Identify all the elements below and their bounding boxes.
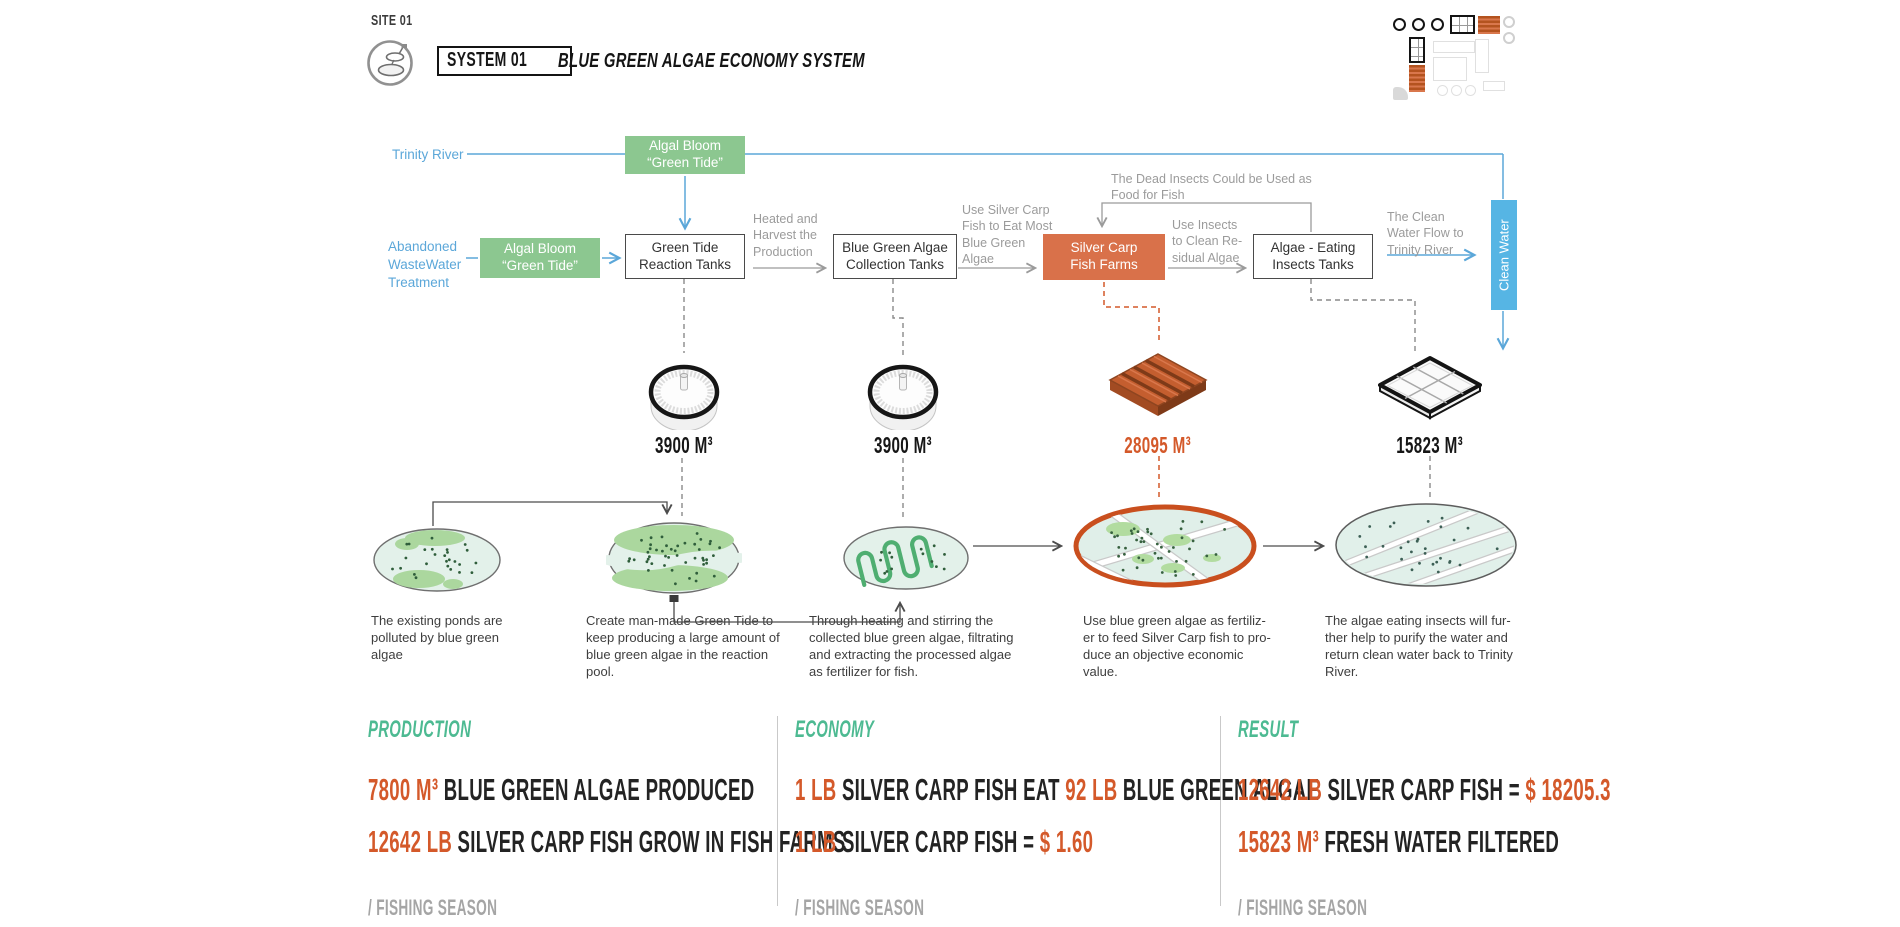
collection-tank-icon (867, 364, 939, 430)
plan-faint-block (1483, 81, 1505, 91)
reaction-tank-icon (648, 364, 720, 430)
fish-farm-crate-icon (1108, 353, 1208, 416)
stat-segment: 12642 LB (368, 824, 458, 859)
plan-faint-block (1433, 41, 1475, 53)
site-label: SITE 01 (371, 12, 429, 29)
stat-segment: 7800 M³ (368, 772, 444, 807)
algal-bloom-top-box: Algal Bloom “Green Tide” (625, 136, 745, 174)
stat-segment: $ 1.60 (1039, 824, 1094, 859)
plan-orange-building (1478, 16, 1500, 34)
production-heading: PRODUCTION (368, 716, 472, 743)
column-divider (1220, 716, 1221, 906)
stats-column-economy: ECONOMY 1 LB SILVER CARP FISH EAT 92 LB … (795, 716, 1669, 921)
plan-tank-icon (1503, 16, 1515, 28)
process-arrows (753, 202, 1312, 268)
dead-insects-caption: The Dead Insects Could be Used as Food f… (1111, 172, 1312, 203)
stat-segment: $ 18205.3 (1525, 772, 1611, 807)
volume-label-reaction: 3900 M³ (655, 432, 713, 458)
result-heading: RESULT (1238, 716, 1299, 743)
stat-segment: 12642 LB (1238, 772, 1328, 807)
stat-segment: 1 LB (795, 772, 842, 807)
pond-existing (373, 528, 501, 592)
heated-caption: Heated and Harvest the Production (753, 212, 818, 259)
pond-manmade-greentide (606, 522, 742, 594)
description-fertilizer-fish: Use blue green algae as fertiliz- er to … (1083, 613, 1271, 679)
pond-fish-fertilizer (1073, 504, 1257, 588)
clean-flow-caption: The Clean Water Flow to Trinity River (1387, 210, 1464, 257)
pond-clean-water (1335, 503, 1517, 587)
stat-segment: SILVER CARP FISH = (1327, 772, 1526, 807)
stats-column-production: PRODUCTION 7800 M³ BLUE GREEN ALGAE PROD… (368, 716, 1164, 921)
reaction-tanks-box: Green Tide Reaction Tanks (625, 234, 745, 279)
stat-line: 12642 LB SILVER CARP FISH = $ 18205.3 (1238, 772, 1611, 808)
plan-circle-icon (1412, 18, 1425, 31)
wastewater-label: Abandoned WasteWater Treatment (388, 239, 462, 290)
fishing-season-footer: / FISHING SEASON (795, 895, 925, 920)
column-divider (777, 716, 778, 906)
pond-heating-coil (843, 526, 969, 590)
page-title: BLUE GREEN ALGAE ECONOMY SYSTEM (558, 50, 865, 72)
economy-heading: ECONOMY (795, 716, 875, 743)
pond-outlet-node (669, 595, 679, 602)
stat-segment: BLUE GREEN ALGAE PRODUCED (443, 772, 755, 807)
stat-segment: SILVER CARP FISH GROW IN FISH FARMS (457, 824, 846, 859)
site-label-text: SITE 01 (371, 12, 413, 29)
description-manmade-greentide: Create man-made Green Tide to keep produ… (586, 613, 780, 679)
fishing-season-footer: / FISHING SEASON (1238, 895, 1368, 920)
plan-grid-building (1409, 37, 1425, 63)
use-insects-caption: Use Insects to Clean Re- sidual Algae (1172, 218, 1243, 265)
clean-water-bar: Clean Water (1491, 200, 1517, 310)
description-existing-ponds: The existing ponds are polluted by blue … (371, 613, 503, 662)
stat-line: 15823 M³ FRESH WATER FILTERED (1238, 824, 1611, 860)
site-icon (367, 40, 413, 86)
stat-segment: SILVER CARP FISH = (841, 824, 1040, 859)
plan-grid-building (1450, 15, 1475, 34)
stat-segment: 92 LB (1065, 772, 1123, 807)
volume-label-insects: 15823 M³ (1396, 432, 1464, 458)
trinity-river-label: Trinity River (392, 147, 464, 162)
insect-tray-icon (1378, 356, 1482, 420)
volume-label-fish-farm: 28095 M³ (1124, 432, 1192, 458)
plan-faint-circle (1451, 85, 1462, 96)
volume-label-collection: 3900 M³ (874, 432, 932, 458)
stat-segment: 15823 M³ (1238, 824, 1325, 859)
plan-faint-circle (1437, 85, 1448, 96)
dashed-links (681, 279, 1431, 520)
stats-column-result: RESULT 12642 LB SILVER CARP FISH = $ 182… (1238, 716, 1859, 921)
insects-tanks-box: Algae - Eating Insects Tanks (1253, 234, 1373, 279)
pond-arrows (432, 501, 1322, 623)
fish-farms-box: Silver Carp Fish Farms (1043, 234, 1165, 280)
stat-segment: BLUE GREEN ALGAE (1122, 772, 1320, 807)
plan-tank-icon (1503, 32, 1515, 44)
collection-tanks-box: Blue Green Algae Collection Tanks (833, 234, 957, 279)
plan-faint-block (1433, 57, 1467, 81)
description-heating-stirring: Through heating and stirring the collect… (809, 613, 1014, 679)
plan-orange-building (1409, 65, 1425, 92)
system-badge: SYSTEM 01 (437, 46, 572, 76)
stat-line: 7800 M³ BLUE GREEN ALGAE PRODUCED (368, 772, 846, 808)
stat-segment: FRESH WATER FILTERED (1324, 824, 1560, 859)
fishing-season-footer: / FISHING SEASON (368, 895, 498, 920)
plan-faint-circle (1465, 85, 1476, 96)
stat-line: 1 LB SILVER CARP FISH = $ 1.60 (795, 824, 1319, 860)
use-fish-caption: Use Silver Carp Fish to Eat Most Blue Gr… (962, 203, 1053, 266)
stat-line: 1 LB SILVER CARP FISH EAT 92 LB BLUE GRE… (795, 772, 1319, 808)
dashed-links-orange (1103, 282, 1160, 499)
stat-segment: SILVER CARP FISH EAT (841, 772, 1066, 807)
system-badge-text: SYSTEM 01 (447, 49, 528, 71)
algal-bloom-left-box: Algal Bloom “Green Tide” (480, 238, 600, 278)
plan-faint-block (1475, 39, 1489, 73)
plan-circle-icon (1393, 18, 1406, 31)
stat-segment: 1 LB (795, 824, 842, 859)
stat-line: 12642 LB SILVER CARP FISH GROW IN FISH F… (368, 824, 846, 860)
plan-faint-shape (1393, 87, 1408, 100)
description-clean-water: The algae eating insects will fur- ther … (1325, 613, 1513, 679)
plan-circle-icon (1431, 18, 1444, 31)
site-plan-thumbnail (1393, 5, 1565, 105)
